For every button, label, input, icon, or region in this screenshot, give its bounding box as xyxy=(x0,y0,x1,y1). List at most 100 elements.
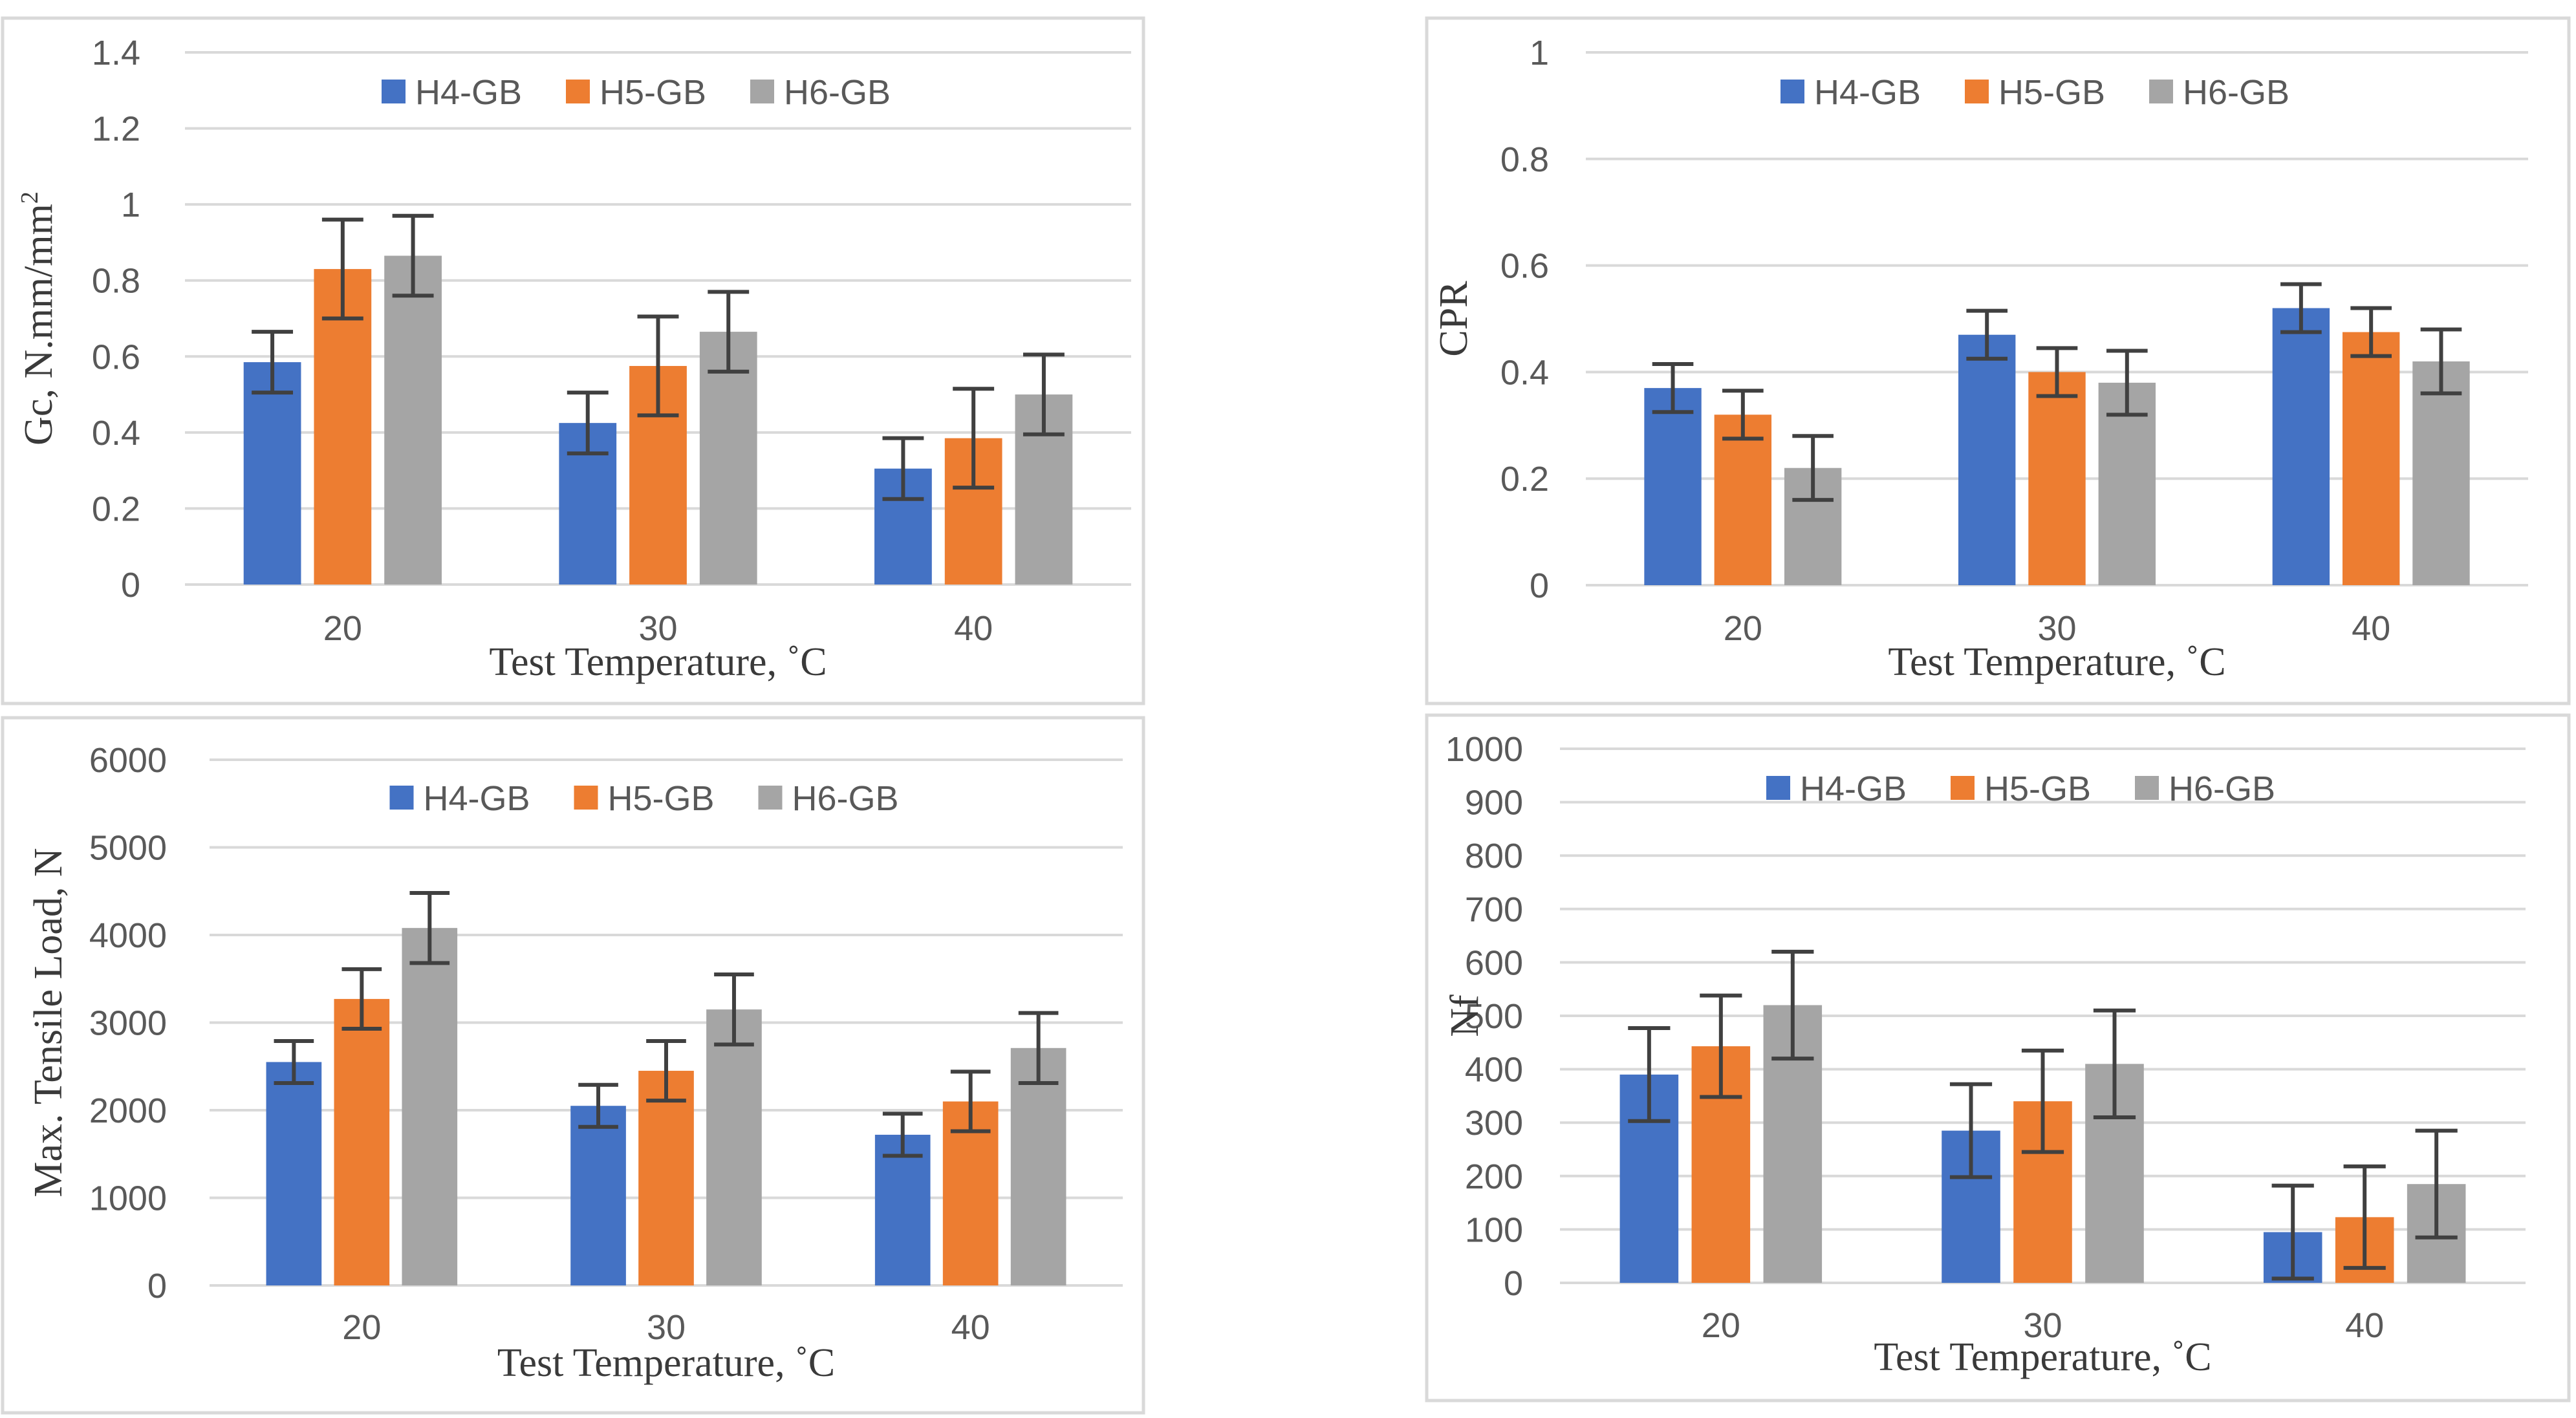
y-axis-title: Max. Tensile Load, N xyxy=(27,848,70,1197)
y-tick-label: 0.8 xyxy=(92,262,140,301)
chart-panel-4: 0 100 200 300 400 500 600 700 800 900 1000 20 30 40 H4… xyxy=(1425,713,2571,1402)
error-bar xyxy=(2106,349,2148,417)
legend-label: H4-GB xyxy=(415,73,522,112)
legend-label: H5-GB xyxy=(600,73,706,112)
error-bar xyxy=(2036,346,2078,398)
legend-label: H6-GB xyxy=(792,779,899,818)
x-axis-title: Test Temperature, ˚C xyxy=(1888,640,2225,684)
error-bar xyxy=(1023,352,1065,436)
error-bar xyxy=(341,967,382,1031)
legend-swatch-h5-gb xyxy=(1965,80,1989,103)
legend-swatch-h5-gb xyxy=(1951,776,1975,800)
legend-label: H6-GB xyxy=(2169,769,2275,808)
bar-h5-gb-20 xyxy=(334,998,390,1285)
y-tick-label: 0.2 xyxy=(92,489,140,528)
x-tick-label: 20 xyxy=(1724,609,1762,648)
error-bar xyxy=(708,290,750,374)
error-bar xyxy=(392,213,434,298)
bar-h5-gb-40 xyxy=(2342,332,2400,585)
y-tick-label: 1 xyxy=(121,186,140,224)
y-tick-label: 0 xyxy=(1504,1264,1523,1303)
chart-frame xyxy=(1,716,1145,1415)
error-bar xyxy=(882,436,924,501)
legend-swatch-h5-gb xyxy=(566,80,590,103)
chart-panel-1: 0 0.2 0.4 0.6 0.8 1 1.2 1.4 20 30 40 H4-GB H5-GB H6-G… xyxy=(1,16,1145,705)
x-tick-label: 20 xyxy=(1702,1306,1740,1345)
x-tick-label: 40 xyxy=(954,609,993,648)
y-tick-label: 500 xyxy=(1465,997,1523,1036)
error-bar xyxy=(567,391,609,456)
y-tick-label: 1.2 xyxy=(92,110,140,149)
y-tick-label: 400 xyxy=(1465,1051,1523,1090)
legend-swatch-h4-gb xyxy=(1780,80,1804,103)
bar-h5-gb-30 xyxy=(2028,372,2086,585)
error-bar xyxy=(1628,1026,1671,1123)
error-bar xyxy=(1966,308,2008,361)
error-bar xyxy=(2021,1048,2064,1154)
y-tick-label: 1000 xyxy=(1445,730,1523,769)
y-tick-label: 2000 xyxy=(89,1091,167,1130)
y-axis-title: Nf xyxy=(1443,994,1487,1037)
legend-label: H5-GB xyxy=(1984,769,2091,808)
y-tick-label: 0 xyxy=(121,566,140,605)
bar-h6-gb-30 xyxy=(699,332,757,585)
error-bar xyxy=(637,314,679,418)
y-tick-label: 6000 xyxy=(89,741,167,780)
x-axis-title: Test Temperature, ˚C xyxy=(497,1341,835,1385)
y-tick-label: 800 xyxy=(1465,837,1523,876)
error-bar xyxy=(252,330,294,395)
chart-panel-2: 0 0.2 0.4 0.6 0.8 1 20 30 40 H4-GB H5-GB H6-GB Test … xyxy=(1425,16,2571,705)
error-bar xyxy=(1700,993,1742,1099)
bar-h4-gb-30 xyxy=(1958,334,2016,585)
y-axis-title: Gc, N.mm/mm2 xyxy=(16,191,61,446)
y-tick-label: 200 xyxy=(1465,1157,1523,1196)
error-bar xyxy=(2350,306,2392,358)
y-tick-label: 0 xyxy=(147,1267,167,1305)
error-bar xyxy=(2093,1008,2136,1119)
y-axis-title: CPR xyxy=(1432,281,1476,357)
error-bar xyxy=(2271,1183,2314,1281)
y-tick-label: 0.2 xyxy=(1500,460,1549,499)
bar-h5-gb-20 xyxy=(1714,414,1772,585)
x-tick-label: 20 xyxy=(342,1308,381,1347)
y-tick-label: 0 xyxy=(1530,566,1549,605)
bar-h4-gb-20 xyxy=(243,362,301,585)
bar-h6-gb-30 xyxy=(706,1009,762,1285)
error-bar xyxy=(1949,1082,1993,1179)
y-tick-label: 0.6 xyxy=(1500,247,1549,286)
bar-h4-gb-20 xyxy=(1644,388,1702,585)
y-tick-label: 300 xyxy=(1465,1104,1523,1143)
bar-h6-gb-40 xyxy=(1010,1047,1066,1285)
x-tick-label: 40 xyxy=(2352,609,2390,648)
bar-h6-gb-40 xyxy=(2412,361,2470,585)
legend-swatch-h4-gb xyxy=(382,80,406,103)
x-tick-label: 40 xyxy=(951,1308,990,1347)
error-bar xyxy=(274,1038,314,1085)
bar-h4-gb-40 xyxy=(2272,308,2330,585)
x-axis-title: Test Temperature, ˚C xyxy=(1874,1335,2211,1379)
x-tick-label: 20 xyxy=(323,609,362,648)
legend-label: H6-GB xyxy=(2183,73,2289,112)
bar-h6-gb-20 xyxy=(402,928,458,1285)
x-tick-label: 30 xyxy=(2037,609,2076,648)
y-tick-label: 3000 xyxy=(89,1004,167,1043)
bar-h5-gb-20 xyxy=(314,269,372,585)
y-tick-label: 4000 xyxy=(89,916,167,955)
legend-swatch-h4-gb xyxy=(1766,776,1790,800)
y-tick-label: 0.4 xyxy=(92,414,140,453)
legend-swatch-h6-gb xyxy=(2135,776,2159,800)
legend-label: H5-GB xyxy=(608,779,715,818)
bar-h4-gb-40 xyxy=(874,1134,931,1285)
y-tick-label: 1.4 xyxy=(92,34,140,72)
error-bar xyxy=(953,387,995,490)
y-axis-title-text: Gc, N.mm/mm xyxy=(17,204,61,446)
error-bar xyxy=(2280,282,2322,334)
y-axis-title-text: CPR xyxy=(1432,281,1476,357)
y-tick-label: 5000 xyxy=(89,829,167,868)
legend-swatch-h6-gb xyxy=(2149,80,2173,103)
y-axis-title-superscript: 2 xyxy=(16,191,43,204)
bar-h4-gb-20 xyxy=(266,1062,322,1285)
legend-swatch-h5-gb xyxy=(574,786,598,810)
y-tick-label: 900 xyxy=(1465,784,1523,822)
